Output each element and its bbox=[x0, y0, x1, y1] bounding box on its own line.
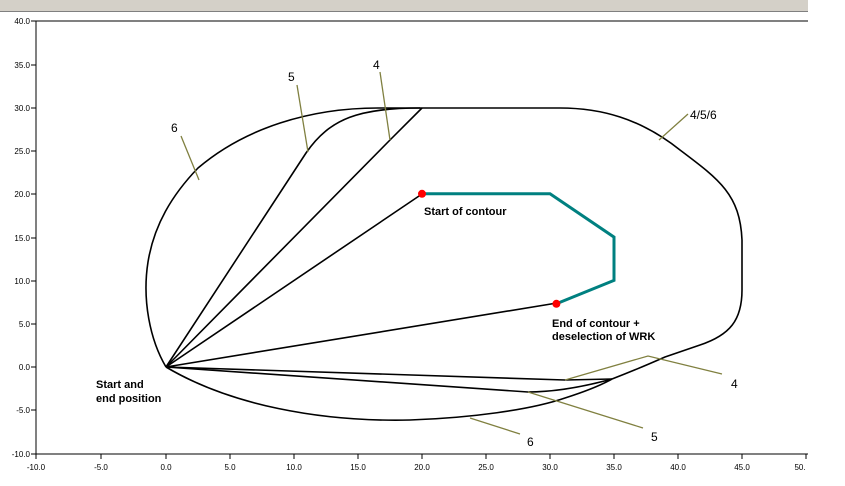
path-5 bbox=[165, 107, 421, 368]
x-tick-label: 25.0 bbox=[478, 463, 494, 472]
x-tick-label: -5.0 bbox=[94, 463, 108, 472]
x-tick-label: 5.0 bbox=[224, 463, 236, 472]
path-6-return bbox=[165, 366, 613, 421]
leader-5-top bbox=[296, 84, 309, 153]
x-tick-label: 0.0 bbox=[160, 463, 172, 472]
y-tick-label: 20.0 bbox=[14, 190, 30, 199]
callout-6-bot: 6 bbox=[527, 435, 534, 449]
x-tick-label: -10.0 bbox=[27, 463, 46, 472]
end-contour-label-line1: End of contour + bbox=[552, 318, 640, 330]
contour-end-marker bbox=[552, 299, 561, 308]
leader-lines bbox=[180, 71, 723, 435]
annotations: Start and end position Start of contour … bbox=[96, 206, 655, 405]
path-6-outer bbox=[145, 107, 422, 368]
x-tick-label: 30.0 bbox=[542, 463, 558, 472]
contour-line bbox=[422, 192, 616, 306]
leader-6-bot bbox=[469, 417, 521, 435]
callout-4-bot: 4 bbox=[731, 377, 738, 391]
right-margin bbox=[808, 0, 845, 486]
x-tick-label: 40.0 bbox=[670, 463, 686, 472]
top-divider bbox=[0, 11, 808, 12]
leader-456 bbox=[658, 113, 689, 141]
top-toolbar-strip bbox=[0, 0, 808, 11]
contour-start-marker bbox=[418, 189, 426, 198]
callout-5-top: 5 bbox=[288, 70, 295, 84]
x-tick-label: 20.0 bbox=[414, 463, 430, 472]
x-tick-label: 45.0 bbox=[734, 463, 750, 472]
end-contour-label-line2: deselection of WRK bbox=[552, 331, 655, 343]
contour-group bbox=[418, 189, 616, 308]
path-4 bbox=[165, 107, 423, 368]
y-tick-label: 5.0 bbox=[19, 320, 31, 329]
callout-5-bot: 5 bbox=[651, 430, 658, 444]
tool-paths bbox=[145, 107, 743, 421]
path-4-return bbox=[165, 366, 613, 381]
x-tick-label: 50. bbox=[794, 463, 805, 472]
leader-4-bot bbox=[564, 355, 723, 381]
approach-line bbox=[165, 193, 423, 368]
x-tick-label: 10.0 bbox=[286, 463, 302, 472]
y-tick-label: 10.0 bbox=[14, 277, 30, 286]
x-tick-label: 15.0 bbox=[350, 463, 366, 472]
leader-5-bot bbox=[527, 391, 644, 429]
start-end-label-line1: Start and bbox=[96, 379, 144, 391]
y-tick-label: -5.0 bbox=[16, 406, 30, 415]
x-ticks: -10.0 -5.0 0.0 5.0 10.0 15.0 20.0 25.0 3… bbox=[27, 454, 807, 472]
y-tick-label: 15.0 bbox=[14, 234, 30, 243]
start-contour-label: Start of contour bbox=[424, 206, 507, 218]
y-tick-label: -10.0 bbox=[12, 450, 31, 459]
y-tick-label: 25.0 bbox=[14, 147, 30, 156]
y-ticks: 40.0 35.0 30.0 25.0 20.0 15.0 10.0 5.0 0… bbox=[12, 17, 36, 459]
callout-6-top: 6 bbox=[171, 121, 178, 135]
y-tick-label: 30.0 bbox=[14, 104, 30, 113]
return-line bbox=[165, 302, 558, 368]
y-tick-label: 35.0 bbox=[14, 61, 30, 70]
start-end-label-line2: end position bbox=[96, 393, 162, 405]
y-tick-label: 40.0 bbox=[14, 17, 30, 26]
callout-456: 4/5/6 bbox=[690, 108, 717, 122]
leader-4-top bbox=[379, 71, 391, 141]
axes bbox=[35, 20, 808, 455]
callouts: 4/5/6 6 5 4 4 5 6 bbox=[171, 58, 738, 449]
callout-4-top: 4 bbox=[373, 58, 380, 72]
leader-6-top bbox=[180, 135, 200, 181]
x-tick-label: 35.0 bbox=[606, 463, 622, 472]
y-tick-label: 0.0 bbox=[19, 363, 31, 372]
